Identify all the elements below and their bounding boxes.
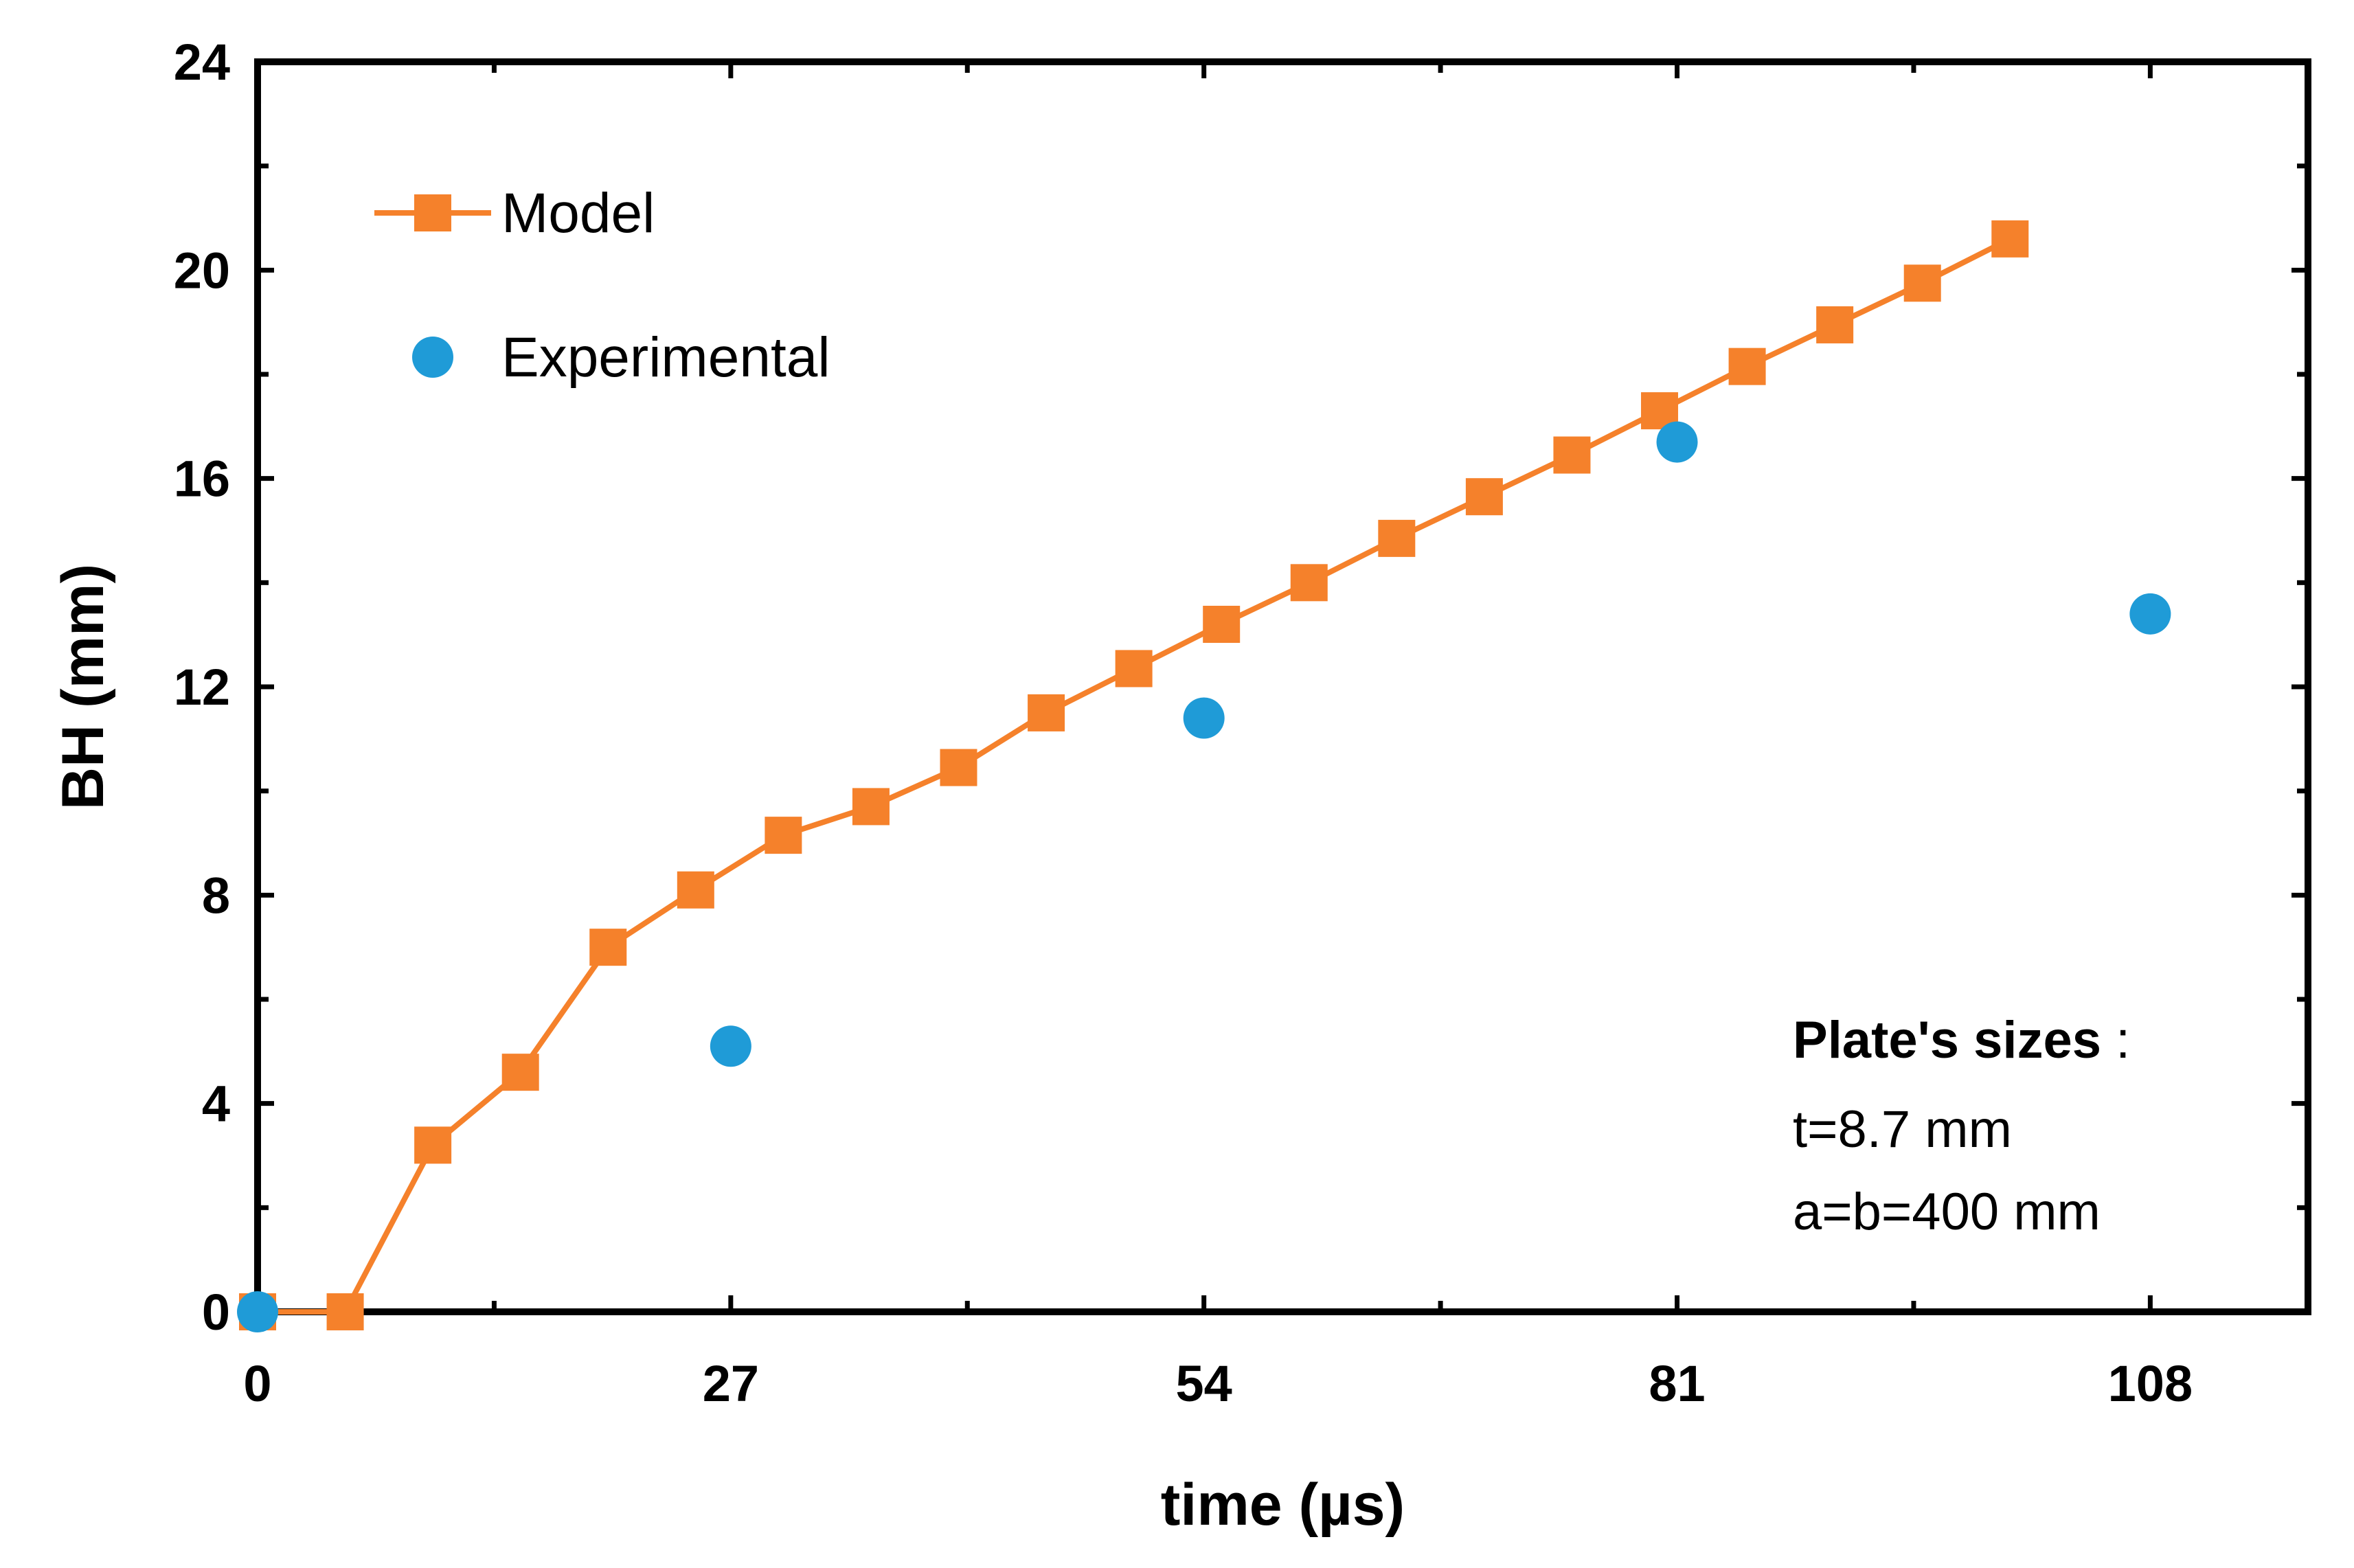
y-tick-label: 0 bbox=[202, 1284, 230, 1341]
experimental-point bbox=[1183, 697, 1225, 739]
experimental-point bbox=[1656, 421, 1698, 463]
legend: Model Experimental bbox=[374, 182, 830, 389]
x-tick-label: 27 bbox=[703, 1355, 759, 1412]
x-tick-label: 81 bbox=[1649, 1355, 1705, 1412]
model-point bbox=[589, 929, 627, 966]
model-point bbox=[1028, 694, 1065, 731]
model-point bbox=[1991, 220, 2029, 258]
y-tick-label: 20 bbox=[174, 242, 230, 299]
annotation-title: Plate's sizes : bbox=[1793, 1011, 2130, 1069]
x-tick-label: 108 bbox=[2108, 1355, 2193, 1412]
plate-sizes-annotation: Plate's sizes : t=8.7 mm a=b=400 mm bbox=[1793, 1011, 2130, 1241]
model-point bbox=[1465, 478, 1503, 516]
annotation-line-thickness: t=8.7 mm bbox=[1793, 1100, 2012, 1159]
series-layer bbox=[237, 220, 2171, 1332]
annotation-title-suffix: : bbox=[2101, 1011, 2130, 1069]
model-point bbox=[414, 1126, 452, 1164]
y-tick-label: 8 bbox=[202, 867, 230, 924]
model-point bbox=[765, 817, 802, 854]
x-tick-label: 54 bbox=[1176, 1355, 1232, 1412]
x-tick-label: 0 bbox=[243, 1355, 271, 1412]
model-point bbox=[940, 749, 977, 786]
legend-model-label: Model bbox=[501, 182, 655, 245]
annotation-line-dimensions: a=b=400 mm bbox=[1793, 1183, 2101, 1241]
model-point bbox=[1378, 519, 1416, 557]
y-tick-label: 16 bbox=[174, 451, 230, 508]
model-point bbox=[501, 1054, 539, 1091]
legend-model-marker bbox=[414, 194, 451, 231]
model-point bbox=[1290, 564, 1328, 602]
y-axis-title: BH (mm) bbox=[50, 564, 116, 810]
model-line bbox=[258, 236, 2012, 1315]
y-tick-label: 12 bbox=[174, 659, 230, 716]
model-point bbox=[326, 1293, 364, 1330]
experimental-point bbox=[2129, 593, 2171, 635]
experimental-point bbox=[710, 1025, 751, 1067]
plot-frame bbox=[254, 58, 2311, 1315]
tick-labels: 0 4 8 12 16 20 24 0 27 54 81 108 bbox=[174, 34, 2193, 1412]
legend-experimental-marker bbox=[412, 337, 453, 378]
model-point bbox=[677, 871, 714, 909]
legend-experimental-label: Experimental bbox=[501, 326, 830, 389]
model-point bbox=[1203, 606, 1241, 643]
model-point bbox=[1553, 436, 1591, 474]
model-point bbox=[1816, 306, 1854, 343]
y-tick-label: 4 bbox=[202, 1076, 230, 1133]
model-point bbox=[1903, 264, 1941, 302]
y-tick-label: 24 bbox=[174, 34, 230, 91]
x-axis-title: time (µs) bbox=[1161, 1472, 1405, 1538]
experimental-point bbox=[237, 1291, 278, 1332]
model-point bbox=[1728, 348, 1766, 385]
model-point bbox=[1115, 650, 1153, 688]
annotation-title-text: Plate's sizes bbox=[1793, 1011, 2101, 1069]
model-point bbox=[852, 788, 890, 826]
